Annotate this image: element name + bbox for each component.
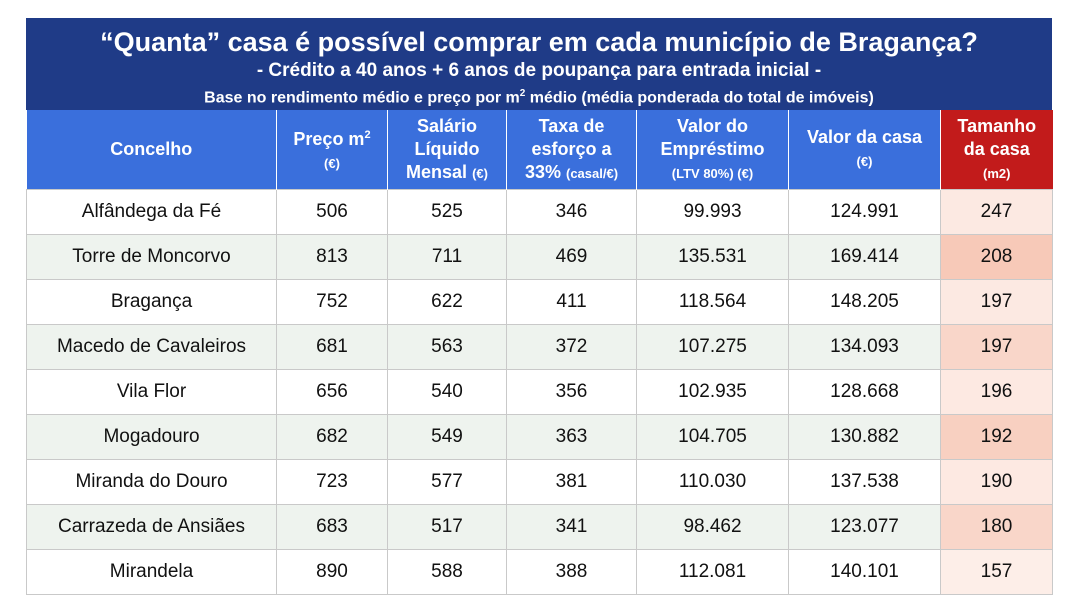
note-text-end: médio (média ponderada do total de imóve… [525,89,874,107]
table-row: Vila Flor 656 540 356 102.935 128.668 19… [26,369,1053,415]
cell-salario: 588 [387,549,507,595]
cell-valor-casa: 134.093 [788,324,941,370]
table-row: Miranda do Douro 723 577 381 110.030 137… [26,459,1053,505]
cell-tamanho: 192 [940,414,1053,460]
cell-valor-casa: 124.991 [788,189,941,235]
table-row: Mogadouro 682 549 363 104.705 130.882 19… [26,414,1053,460]
cell-preco: 681 [276,324,388,370]
note-superscript: 2 [519,88,526,99]
cell-concelho: Torre de Moncorvo [26,234,277,280]
cell-taxa: 372 [506,324,637,370]
cell-salario: 577 [387,459,507,505]
cell-valor-casa: 137.538 [788,459,941,505]
cell-tamanho: 197 [940,324,1053,370]
table-row: Alfândega da Fé 506 525 346 99.993 124.9… [26,189,1053,235]
cell-emprestimo: 99.993 [636,189,789,235]
table-figure: “Quanta” casa é possível comprar em cada… [26,18,1053,595]
cell-valor-casa: 169.414 [788,234,941,280]
cell-valor-casa: 140.101 [788,549,941,595]
cell-taxa: 381 [506,459,637,505]
cell-concelho: Carrazeda de Ansiães [26,504,277,550]
subtitle: - Crédito a 40 anos + 6 anos de poupança… [256,60,822,81]
table-row: Torre de Moncorvo 813 711 469 135.531 16… [26,234,1053,280]
col-header-concelho: Concelho [26,110,277,190]
cell-emprestimo: 104.705 [636,414,789,460]
cell-concelho: Mirandela [26,549,277,595]
cell-emprestimo: 112.081 [636,549,789,595]
col-header-taxa: Taxa de esforço a 33% (casal/€) [506,110,637,190]
table-row: Mirandela 890 588 388 112.081 140.101 15… [26,549,1053,595]
cell-preco: 890 [276,549,388,595]
methodology-note: Base no rendimento médio e preço por m2 … [26,84,1052,108]
cell-valor-casa: 128.668 [788,369,941,415]
cell-tamanho: 197 [940,279,1053,325]
data-table: Concelho Preço m2 (€) Salário Líquido Me… [26,110,1053,595]
cell-taxa: 411 [506,279,637,325]
cell-tamanho: 190 [940,459,1053,505]
cell-salario: 711 [387,234,507,280]
cell-valor-casa: 130.882 [788,414,941,460]
cell-tamanho: 208 [940,234,1053,280]
cell-salario: 517 [387,504,507,550]
table-row: Macedo de Cavaleiros 681 563 372 107.275… [26,324,1053,370]
cell-valor-casa: 123.077 [788,504,941,550]
cell-preco: 813 [276,234,388,280]
col-header-emprestimo: Valor do Empréstimo (LTV 80%) (€) [636,110,789,190]
cell-concelho: Macedo de Cavaleiros [26,324,277,370]
cell-salario: 622 [387,279,507,325]
cell-concelho: Bragança [26,279,277,325]
cell-emprestimo: 135.531 [636,234,789,280]
col-header-salario: Salário Líquido Mensal (€) [387,110,507,190]
header-row: Concelho Preço m2 (€) Salário Líquido Me… [26,110,1053,190]
cell-taxa: 363 [506,414,637,460]
cell-taxa: 346 [506,189,637,235]
cell-emprestimo: 110.030 [636,459,789,505]
title-band: “Quanta” casa é possível comprar em cada… [26,18,1052,110]
cell-salario: 525 [387,189,507,235]
cell-emprestimo: 107.275 [636,324,789,370]
cell-tamanho: 157 [940,549,1053,595]
cell-preco: 683 [276,504,388,550]
cell-concelho: Alfândega da Fé [26,189,277,235]
cell-taxa: 388 [506,549,637,595]
col-header-tamanho: Tamanho da casa (m2) [940,110,1053,190]
table-body: Alfândega da Fé 506 525 346 99.993 124.9… [26,189,1053,595]
cell-preco: 682 [276,414,388,460]
cell-tamanho: 247 [940,189,1053,235]
cell-tamanho: 196 [940,369,1053,415]
cell-preco: 656 [276,369,388,415]
col-header-preco: Preço m2 (€) [276,110,388,190]
cell-salario: 549 [387,414,507,460]
cell-taxa: 341 [506,504,637,550]
cell-concelho: Miranda do Douro [26,459,277,505]
cell-preco: 506 [276,189,388,235]
cell-emprestimo: 98.462 [636,504,789,550]
table-row: Bragança 752 622 411 118.564 148.205 197 [26,279,1053,325]
note-text-start: Base no rendimento médio e preço por m [204,89,520,107]
cell-salario: 540 [387,369,507,415]
cell-concelho: Vila Flor [26,369,277,415]
cell-salario: 563 [387,324,507,370]
page-title: “Quanta” casa é possível comprar em cada… [100,27,978,57]
cell-preco: 752 [276,279,388,325]
cell-preco: 723 [276,459,388,505]
cell-emprestimo: 118.564 [636,279,789,325]
table-row: Carrazeda de Ansiães 683 517 341 98.462 … [26,504,1053,550]
cell-valor-casa: 148.205 [788,279,941,325]
cell-taxa: 356 [506,369,637,415]
cell-taxa: 469 [506,234,637,280]
cell-concelho: Mogadouro [26,414,277,460]
cell-emprestimo: 102.935 [636,369,789,415]
cell-tamanho: 180 [940,504,1053,550]
col-header-valor-casa: Valor da casa (€) [788,110,941,190]
